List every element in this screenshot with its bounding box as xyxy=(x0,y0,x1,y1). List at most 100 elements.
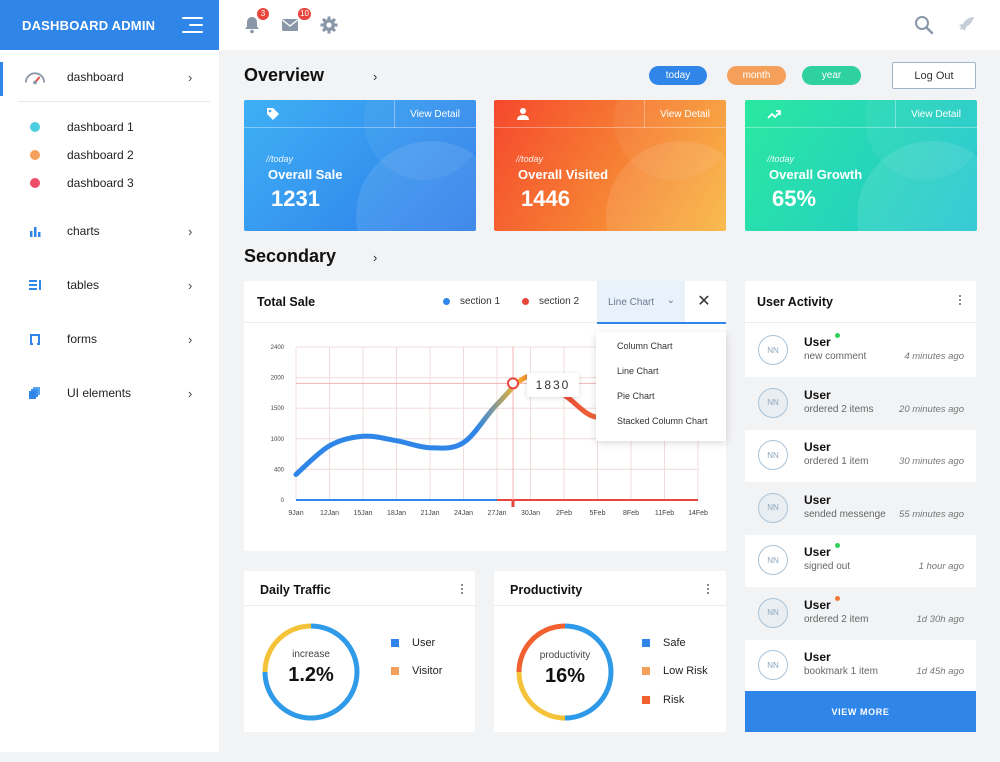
view-detail-link[interactable]: View Detail xyxy=(660,108,710,120)
filter-month[interactable]: month xyxy=(727,66,786,85)
legend-risk: Risk xyxy=(642,694,684,706)
activity-row[interactable]: NN User sended messenge 55 minutes ago xyxy=(745,481,976,535)
form-icon xyxy=(24,328,46,350)
search-icon[interactable] xyxy=(913,14,935,36)
donut-center: productivity 16% xyxy=(525,650,605,688)
user-activity-title: User Activity xyxy=(757,295,833,309)
sidebar-subitem-label: dashboard 1 xyxy=(67,120,134,134)
avatar: NN xyxy=(758,545,788,575)
chart-type-select[interactable]: Line Chart ⌄ xyxy=(597,281,685,323)
sidebar-subitem-dashboard-1[interactable]: dashboard 1 xyxy=(0,116,219,138)
dropdown-option-stacked-column[interactable]: Stacked Column Chart xyxy=(617,416,708,426)
sidebar-subitem-dashboard-2[interactable]: dashboard 2 xyxy=(0,144,219,166)
activity-user-name: User xyxy=(804,492,831,507)
rocket-icon[interactable] xyxy=(955,14,977,36)
legend-section-1[interactable]: section 1 xyxy=(443,296,500,307)
activity-user-name: User xyxy=(804,387,831,402)
more-options-icon[interactable] xyxy=(459,584,465,598)
x-tick-label: 30Jan xyxy=(521,510,540,517)
activity-user-name: User xyxy=(804,440,831,454)
dropdown-option-column[interactable]: Column Chart xyxy=(617,341,673,351)
sidebar-item-charts[interactable]: charts › xyxy=(0,216,219,246)
chevron-right-icon[interactable]: › xyxy=(373,250,378,265)
filter-year[interactable]: year xyxy=(802,66,861,85)
activity-description: ordered 2 items xyxy=(804,403,874,415)
status-dot xyxy=(30,150,40,160)
x-tick-label: 12Jan xyxy=(320,510,339,517)
view-detail-link[interactable]: View Detail xyxy=(911,108,961,120)
chart-tooltip: 1830 xyxy=(527,373,579,397)
daily-traffic-title: Daily Traffic xyxy=(260,583,331,597)
logout-button[interactable]: Log Out xyxy=(892,62,976,89)
sidebar-subitem-dashboard-3[interactable]: dashboard 3 xyxy=(0,172,219,194)
activity-time: 1d 30h ago xyxy=(916,613,964,625)
donut-label: productivity xyxy=(539,650,591,661)
x-tick-label: 14Feb xyxy=(688,510,708,517)
activity-user-name: User xyxy=(804,650,831,664)
y-tick-label: 2400 xyxy=(271,345,285,351)
activity-row[interactable]: NN User bookmark 1 item 1d 45h ago xyxy=(745,639,976,692)
activity-description: ordered 1 item xyxy=(804,456,869,467)
activity-user-name: User xyxy=(804,597,831,612)
x-tick-label: 21Jan xyxy=(420,510,439,517)
gear-icon[interactable] xyxy=(318,14,340,36)
sidebar-item-label: tables xyxy=(67,278,100,292)
chevron-right-icon[interactable]: › xyxy=(373,69,378,84)
message-count: 10 xyxy=(298,8,311,20)
sidebar-item-forms[interactable]: forms › xyxy=(0,324,219,354)
total-sale-title: Total Sale xyxy=(257,295,316,309)
y-tick-label: 400 xyxy=(274,467,285,473)
legend-label: section 2 xyxy=(539,296,580,307)
activity-row[interactable]: NN User signed out 1 hour ago xyxy=(745,534,976,587)
avatar: NN xyxy=(758,440,788,470)
productivity-donut xyxy=(516,623,614,721)
close-icon[interactable]: ✕ xyxy=(697,293,711,310)
activity-description: bookmark 1 item xyxy=(804,666,878,677)
dropdown-option-line[interactable]: Line Chart xyxy=(617,366,659,376)
sidebar-item-label: UI elements xyxy=(67,386,132,400)
x-tick-label: 27Jan xyxy=(487,510,506,517)
card-kicker: //today xyxy=(767,154,795,164)
activity-row[interactable]: NN User new comment 4 minutes ago xyxy=(745,324,976,377)
sidebar-item-tables[interactable]: tables › xyxy=(0,270,219,300)
x-tick-label: 11Feb xyxy=(655,510,674,517)
donut-segment xyxy=(564,623,614,721)
dropdown-option-pie[interactable]: Pie Chart xyxy=(617,391,655,401)
activity-row[interactable]: NN User ordered 2 items 20 minutes ago xyxy=(745,376,976,430)
sidebar-item-ui-elements[interactable]: UI elements › xyxy=(0,378,219,408)
sidebar-subitem-label: dashboard 2 xyxy=(67,148,134,162)
sidebar: dashboard › dashboard 1 dashboard 2 dash… xyxy=(0,50,219,752)
legend-label: Risk xyxy=(663,694,685,706)
card-overall-growth: View Detail //today Overall Growth 65% xyxy=(745,100,977,231)
productivity-title: Productivity xyxy=(510,583,583,597)
legend-section-2[interactable]: section 2 xyxy=(522,296,579,307)
x-tick-label: 24Jan xyxy=(454,510,473,517)
avatar: NN xyxy=(758,492,788,523)
highlight-point[interactable] xyxy=(507,377,519,390)
view-detail-link[interactable]: View Detail xyxy=(410,108,460,120)
mail-icon[interactable]: 10 xyxy=(279,8,311,36)
sidebar-item-dashboard[interactable]: dashboard › xyxy=(0,62,219,92)
donut-segment xyxy=(262,623,360,721)
activity-time: 20 minutes ago xyxy=(899,403,964,415)
menu-toggle-icon[interactable] xyxy=(182,17,203,33)
secondary-title: Secondary xyxy=(244,246,337,266)
y-tick-label: 2000 xyxy=(271,376,285,382)
layers-icon xyxy=(24,382,46,404)
daily-traffic-donut xyxy=(262,623,360,721)
activity-row[interactable]: NN User ordered 1 item 30 minutes ago xyxy=(745,429,976,482)
x-tick-label: 5Feb xyxy=(590,510,606,517)
more-options-icon[interactable] xyxy=(957,295,963,309)
sidebar-subitem-label: dashboard 3 xyxy=(67,176,134,190)
legend-low-risk: Low Risk xyxy=(642,665,708,677)
status-dot xyxy=(30,178,40,188)
filter-today[interactable]: today xyxy=(649,66,707,85)
online-status-dot xyxy=(835,543,840,548)
table-icon xyxy=(24,274,46,296)
activity-row[interactable]: NN User ordered 2 item 1d 30h ago xyxy=(745,586,976,640)
divider xyxy=(18,101,210,102)
sidebar-item-label: forms xyxy=(67,332,97,346)
view-more-button[interactable]: VIEW MORE xyxy=(745,691,976,732)
bell-icon[interactable]: 3 xyxy=(241,8,269,36)
more-options-icon[interactable] xyxy=(705,584,711,598)
